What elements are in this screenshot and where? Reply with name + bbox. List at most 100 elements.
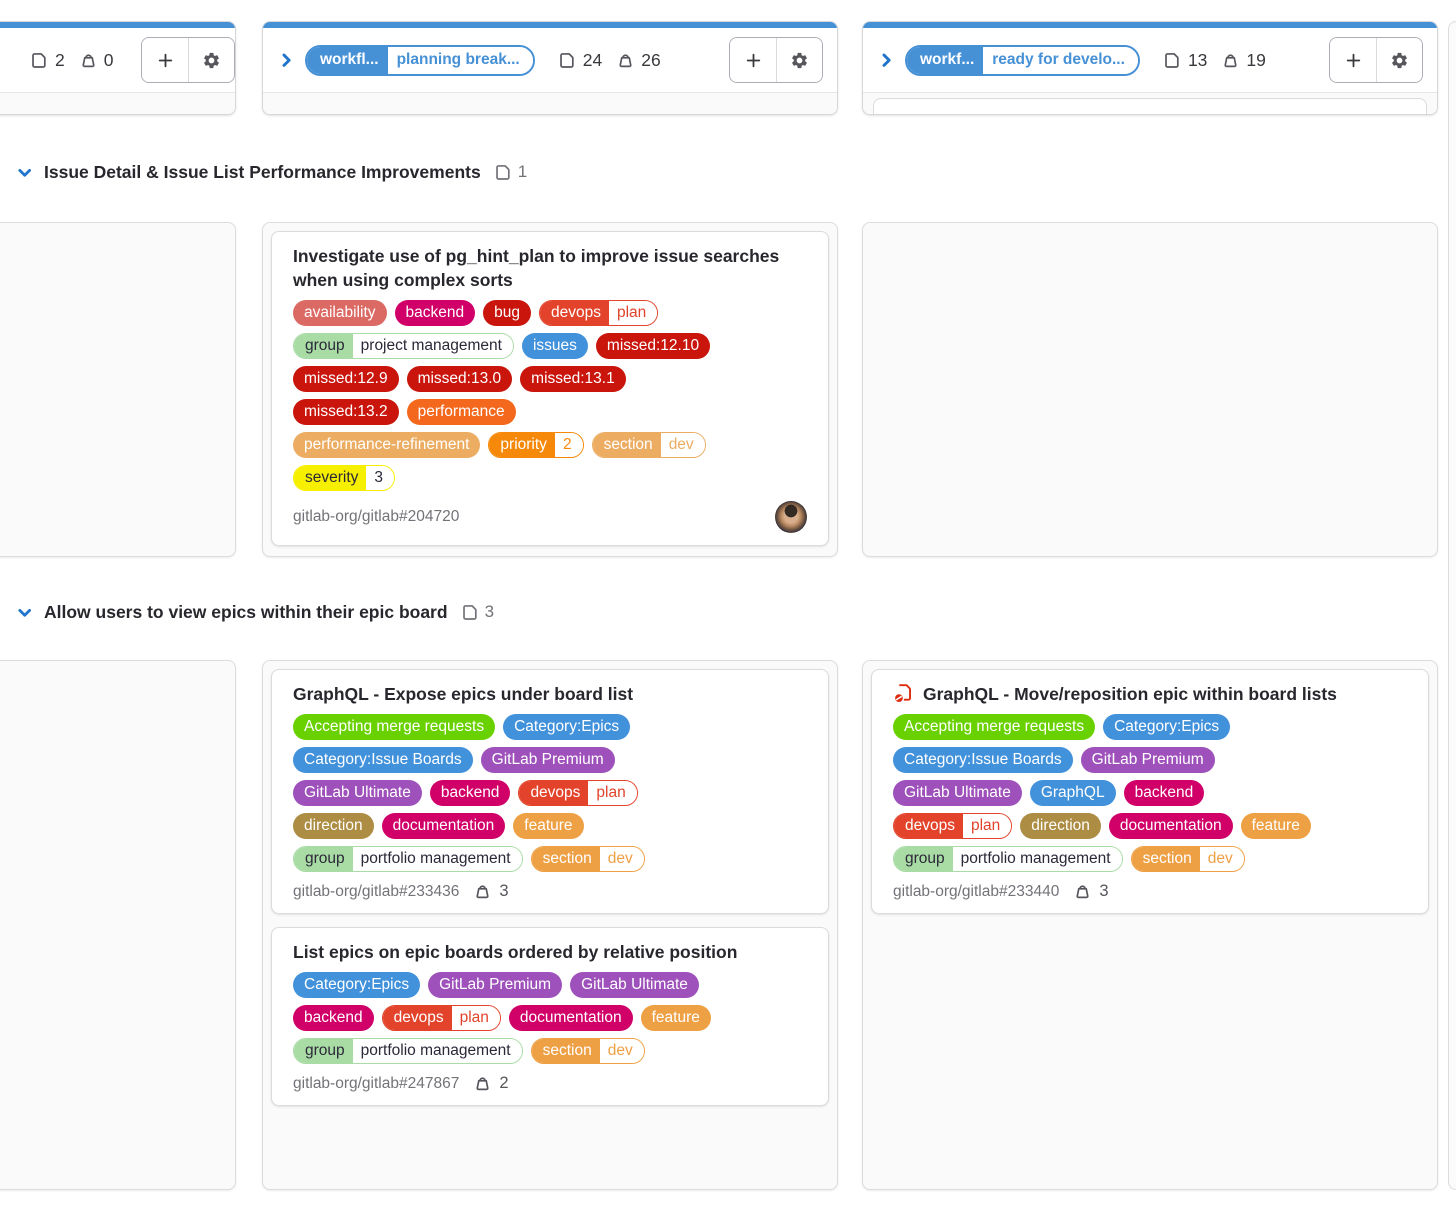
scoped-label[interactable]: group project management bbox=[293, 333, 514, 359]
label-key: priority bbox=[489, 433, 555, 457]
label-value: ready for develo... bbox=[983, 46, 1138, 74]
label[interactable]: feature bbox=[640, 1005, 711, 1031]
list-settings-button[interactable] bbox=[188, 38, 235, 82]
label[interactable]: documentation bbox=[1108, 813, 1233, 839]
label[interactable]: availability bbox=[293, 300, 387, 326]
issue-title[interactable]: GraphQL - Expose epics under board list bbox=[293, 684, 634, 704]
label-value: 2 bbox=[554, 433, 583, 457]
scoped-label[interactable]: section dev bbox=[1130, 846, 1245, 872]
label[interactable]: GitLab Premium bbox=[480, 747, 615, 773]
scoped-label[interactable]: severity 3 bbox=[293, 465, 396, 491]
weight-icon bbox=[1074, 883, 1091, 900]
issue-title[interactable]: List epics on epic boards ordered by rel… bbox=[293, 942, 738, 962]
scoped-label[interactable]: devops plan bbox=[893, 813, 1013, 839]
column-accent-bar bbox=[863, 22, 1437, 28]
issue-card[interactable]: GraphQL - Move/reposition epic within bo… bbox=[871, 669, 1429, 914]
swimlane-issue-count: 3 bbox=[462, 602, 494, 622]
label[interactable]: Category:Epics bbox=[503, 714, 631, 740]
label-value: 3 bbox=[366, 466, 395, 490]
swimlane-title: Allow users to view epics within their e… bbox=[44, 601, 448, 622]
label[interactable]: feature bbox=[513, 813, 584, 839]
list-settings-button[interactable] bbox=[776, 38, 822, 82]
weight-count: 19 bbox=[1246, 49, 1266, 70]
collapse-list-chevron-right-icon[interactable] bbox=[877, 51, 895, 69]
label[interactable]: direction bbox=[293, 813, 374, 839]
issue-title[interactable]: GraphQL - Move/reposition epic within bo… bbox=[893, 682, 1407, 706]
weight-count: 0 bbox=[103, 49, 114, 70]
issue-card[interactable]: GraphQL - Expose epics under board list … bbox=[271, 669, 829, 914]
label-key: group bbox=[294, 847, 353, 871]
label[interactable]: GitLab Premium bbox=[428, 972, 563, 998]
label[interactable]: missed:12.9 bbox=[293, 366, 399, 392]
label-row: devops plan direction documentation feature bbox=[893, 813, 1311, 839]
label[interactable]: Category:Epics bbox=[1103, 714, 1231, 740]
scoped-label[interactable]: section dev bbox=[591, 432, 706, 458]
label[interactable]: Category:Issue Boards bbox=[893, 747, 1073, 773]
scoped-label[interactable]: priority 2 bbox=[488, 432, 584, 458]
scoped-label[interactable]: section dev bbox=[530, 846, 645, 872]
blocked-icon bbox=[893, 683, 914, 703]
list-settings-button[interactable] bbox=[1376, 38, 1422, 82]
collapse-swimlane-chevron-down-icon[interactable] bbox=[16, 604, 33, 621]
issue-labels: Accepting merge requests Category:Epics Ca… bbox=[893, 714, 1407, 872]
weight-icon bbox=[1222, 52, 1239, 69]
label[interactable]: documentation bbox=[381, 813, 506, 839]
label[interactable]: backend bbox=[293, 1005, 374, 1031]
scoped-label[interactable]: group portfolio management bbox=[293, 846, 523, 872]
label[interactable]: missed:12.10 bbox=[595, 333, 711, 359]
label[interactable]: feature bbox=[1240, 813, 1311, 839]
scoped-label[interactable]: devops plan bbox=[518, 780, 638, 806]
partially-visible-card[interactable] bbox=[873, 98, 1427, 114]
label[interactable]: GitLab Ultimate bbox=[293, 780, 422, 806]
list-actions bbox=[141, 37, 235, 83]
label-key: severity bbox=[294, 466, 367, 490]
issue-card[interactable]: List epics on epic boards ordered by rel… bbox=[271, 927, 829, 1106]
add-issue-button[interactable] bbox=[142, 38, 189, 82]
label[interactable]: missed:13.2 bbox=[293, 399, 399, 425]
add-issue-button[interactable] bbox=[730, 38, 776, 82]
label-row: Category:Issue Boards GitLab Premium bbox=[893, 747, 1215, 773]
label[interactable]: Category:Epics bbox=[293, 972, 421, 998]
label[interactable]: backend bbox=[1123, 780, 1205, 806]
issue-card[interactable]: Investigate use of pg_hint_plan to impro… bbox=[271, 231, 829, 546]
label[interactable]: backend bbox=[394, 300, 476, 326]
label[interactable]: missed:13.1 bbox=[520, 366, 626, 392]
label[interactable]: GitLab Ultimate bbox=[893, 780, 1022, 806]
label-value: portfolio management bbox=[952, 847, 1122, 871]
label[interactable]: GitLab Ultimate bbox=[570, 972, 699, 998]
weight-icon bbox=[474, 883, 491, 900]
label-key: devops bbox=[382, 1006, 452, 1030]
scoped-label[interactable]: group portfolio management bbox=[293, 1038, 523, 1064]
scoped-label[interactable]: section dev bbox=[530, 1038, 645, 1064]
issue-title[interactable]: Investigate use of pg_hint_plan to impro… bbox=[293, 246, 780, 290]
assignee-avatar[interactable] bbox=[775, 501, 807, 533]
label[interactable]: Accepting merge requests bbox=[293, 714, 496, 740]
lane-cell bbox=[862, 222, 1438, 557]
label[interactable]: backend bbox=[429, 780, 511, 806]
label[interactable]: GitLab Premium bbox=[1080, 747, 1215, 773]
label-key: section bbox=[592, 433, 661, 457]
label[interactable]: Accepting merge requests bbox=[893, 714, 1096, 740]
swimlane-header: Issue Detail & Issue List Performance Im… bbox=[16, 158, 527, 186]
label[interactable]: performance-refinement bbox=[293, 432, 481, 458]
column-body-strip bbox=[863, 92, 1437, 114]
label[interactable]: documentation bbox=[508, 1005, 633, 1031]
label[interactable]: direction bbox=[1020, 813, 1101, 839]
collapse-swimlane-chevron-down-icon[interactable] bbox=[16, 164, 33, 181]
add-issue-button[interactable] bbox=[1330, 38, 1376, 82]
label[interactable]: Category:Issue Boards bbox=[293, 747, 473, 773]
scoped-label[interactable]: devops plan bbox=[381, 1005, 501, 1031]
scoped-label[interactable]: group portfolio management bbox=[893, 846, 1123, 872]
issue-count: 2 bbox=[55, 49, 65, 70]
label[interactable]: performance bbox=[406, 399, 516, 425]
label[interactable]: missed:13.0 bbox=[406, 366, 513, 392]
scoped-label[interactable]: devops plan bbox=[539, 300, 659, 326]
issue-weight: 3 bbox=[474, 882, 509, 901]
label[interactable]: GraphQL bbox=[1029, 780, 1116, 806]
collapse-list-chevron-right-icon[interactable] bbox=[277, 51, 295, 69]
column-accent-bar bbox=[263, 22, 837, 28]
lane-cell bbox=[0, 222, 236, 557]
label[interactable]: issues bbox=[521, 333, 588, 359]
label[interactable]: bug bbox=[483, 300, 531, 326]
